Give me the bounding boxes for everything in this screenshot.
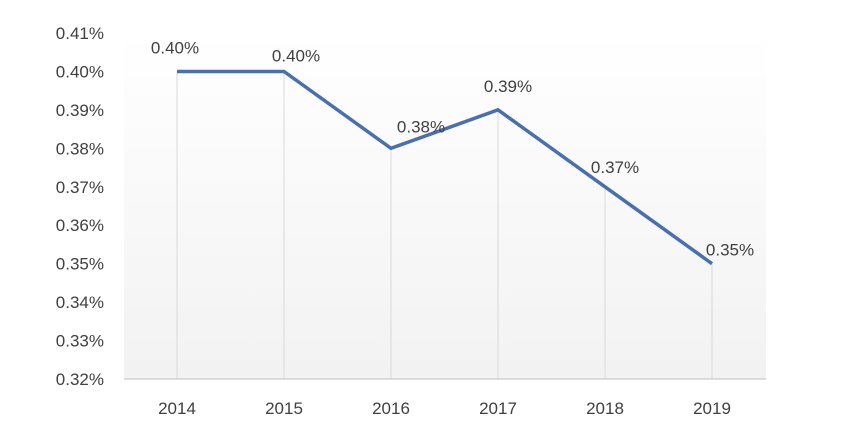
series-line xyxy=(177,69,714,266)
y-tick-label: 0.36% xyxy=(56,216,104,235)
x-tick-label-2014: 2014 xyxy=(158,399,196,418)
y-tick-label: 0.41% xyxy=(56,24,104,43)
y-tick-label: 0.39% xyxy=(56,101,104,120)
y-tick-label: 0.40% xyxy=(56,62,104,81)
y-tick-label: 0.32% xyxy=(56,370,104,389)
y-tick-label: 0.34% xyxy=(56,293,104,312)
data-label-2015: 0.40% xyxy=(272,46,320,65)
data-labels: 0.40% 0.40% 0.38% 0.39% 0.37% 0.35% xyxy=(151,38,754,259)
x-tick-label-2019: 2019 xyxy=(693,399,731,418)
data-label-2014: 0.40% xyxy=(151,38,199,57)
x-tick-label-2018: 2018 xyxy=(586,399,624,418)
x-tick-label-2017: 2017 xyxy=(479,399,517,418)
y-axis-tick-labels: 0.32% 0.33% 0.34% 0.35% 0.36% 0.37% 0.38% 0.39%… xyxy=(56,24,104,389)
x-tick-label-2015: 2015 xyxy=(265,399,303,418)
data-label-2016: 0.38% xyxy=(397,117,445,136)
y-tick-label: 0.33% xyxy=(56,332,104,351)
y-tick-label: 0.35% xyxy=(56,255,104,274)
data-label-2018: 0.37% xyxy=(591,158,639,177)
data-label-2019: 0.35% xyxy=(706,241,754,260)
y-tick-label: 0.37% xyxy=(56,178,104,197)
x-tick-label-2016: 2016 xyxy=(372,399,410,418)
plot-background xyxy=(124,33,766,379)
data-label-2017: 0.39% xyxy=(484,77,532,96)
y-tick-label: 0.38% xyxy=(56,139,104,158)
x-axis-tick-labels: 2014 2015 2016 2017 2018 2019 xyxy=(158,399,731,418)
drop-lines xyxy=(176,71,713,379)
